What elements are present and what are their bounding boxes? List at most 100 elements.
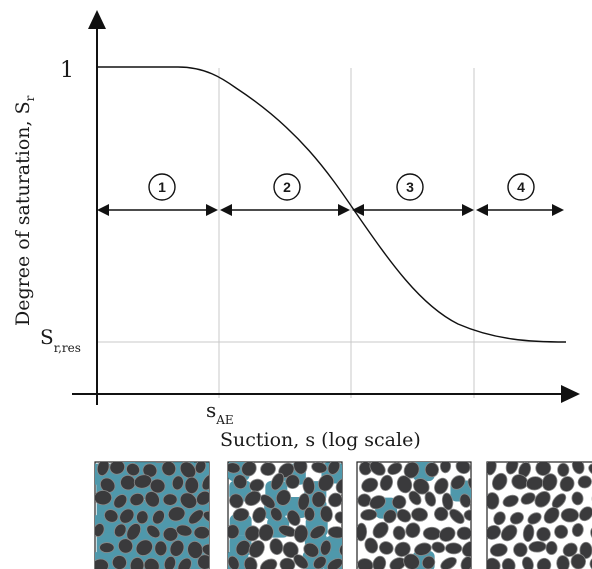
soil-grain <box>270 507 283 522</box>
soil-grain <box>570 553 587 569</box>
soil-grain <box>541 473 558 492</box>
soil-grain <box>391 495 407 510</box>
soil-grain <box>501 557 516 569</box>
soil-grain <box>487 462 497 476</box>
y-tick-residual-sub: r,res <box>54 341 81 355</box>
axes <box>72 10 580 405</box>
soil-grain <box>285 474 300 489</box>
soil-grain <box>232 507 250 522</box>
soil-grain <box>438 526 456 542</box>
soil-grain <box>408 490 422 506</box>
soil-grain <box>590 526 592 541</box>
panel-grains <box>357 462 471 569</box>
soil-grain <box>119 508 135 524</box>
soil-grain <box>505 462 519 475</box>
soil-grain <box>96 462 110 476</box>
soil-grain <box>463 509 471 522</box>
soil-grain <box>319 505 333 523</box>
soil-grain <box>117 538 134 554</box>
soil-grain <box>536 526 551 542</box>
soil-grain <box>513 542 528 558</box>
x-tick-sae-main: s <box>206 398 216 422</box>
soil-grain <box>327 462 341 475</box>
soil-grain <box>99 477 116 493</box>
y-axis-arrowhead <box>88 10 106 29</box>
soil-grain <box>279 557 296 569</box>
soil-grain <box>387 462 403 476</box>
soil-grain <box>99 542 115 553</box>
arrowhead <box>220 204 232 216</box>
soil-grain <box>197 554 209 569</box>
soil-grain <box>149 478 166 494</box>
soil-grain <box>421 555 436 569</box>
soil-grain <box>559 476 575 492</box>
soil-grain <box>521 556 534 569</box>
soil-grain <box>455 462 471 475</box>
soil-grain <box>520 492 536 505</box>
soil-grain <box>111 555 127 569</box>
soil-grain <box>461 540 471 558</box>
soil-grain <box>361 477 379 493</box>
soil-grain <box>229 493 244 509</box>
soil-grain <box>364 537 379 554</box>
zone-markers: 1 2 3 4 <box>148 173 535 201</box>
soil-grain <box>129 492 145 507</box>
soil-grain <box>459 493 471 508</box>
soil-grain <box>293 554 309 569</box>
soil-grain <box>184 476 199 494</box>
soil-grain <box>379 474 393 492</box>
soil-grain <box>467 477 471 493</box>
soil-grain <box>293 462 308 475</box>
soil-grain <box>194 462 207 474</box>
soil-grain <box>335 477 342 495</box>
soil-grain <box>577 475 592 489</box>
zone-label-2: 2 <box>283 179 291 195</box>
soil-grain <box>162 493 178 506</box>
soil-grain <box>424 491 437 507</box>
soil-grain <box>383 509 397 524</box>
x-tick-sae-label: sAE <box>206 398 234 427</box>
soil-grain <box>152 509 165 525</box>
soil-grain <box>556 555 570 569</box>
arrowhead <box>462 204 474 216</box>
soil-grain <box>179 462 197 479</box>
panel-grains <box>95 462 209 569</box>
soil-grain <box>449 508 465 524</box>
soil-grain <box>571 491 584 506</box>
y-tick-residual-main: S <box>40 325 54 349</box>
soil-grain <box>228 462 241 474</box>
soil-grain <box>169 539 185 557</box>
soil-grain <box>311 462 328 474</box>
soil-grain <box>396 508 412 523</box>
y-axis-label-main: Degree of saturation, S <box>12 101 34 326</box>
soil-grain <box>571 462 585 475</box>
soil-grain <box>249 478 265 492</box>
zone-circle-3 <box>396 173 424 201</box>
soil-grain <box>260 462 276 476</box>
panel-grains <box>487 462 592 569</box>
soil-grain <box>487 492 500 510</box>
y-axis-label-sub: r <box>23 95 37 101</box>
soil-grain <box>534 491 551 508</box>
y-axis-label: Degree of saturation, Sr <box>12 95 37 326</box>
soil-grain <box>579 506 592 522</box>
arrowhead <box>206 204 218 216</box>
soil-grain <box>560 507 579 523</box>
soil-grain <box>244 525 261 542</box>
soil-grain <box>201 543 209 557</box>
soil-grain <box>509 511 524 525</box>
soil-grain <box>136 510 149 525</box>
arrowhead <box>352 204 364 216</box>
soil-grain <box>434 477 449 495</box>
soil-grain <box>500 524 518 542</box>
soil-grain <box>502 494 519 508</box>
soil-grain <box>372 555 387 569</box>
soil-grain <box>411 507 428 522</box>
soil-grain <box>357 522 368 542</box>
soil-grain <box>113 494 128 509</box>
panel-grains <box>228 462 342 569</box>
soil-grain <box>228 555 240 569</box>
soil-grain <box>378 541 394 555</box>
soil-grain <box>188 509 204 525</box>
